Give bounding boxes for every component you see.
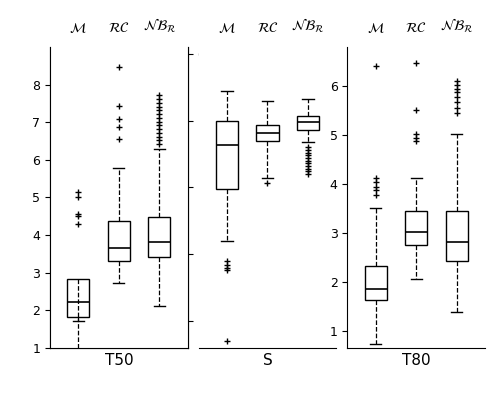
X-axis label: T80: T80 bbox=[402, 353, 430, 368]
PathPatch shape bbox=[364, 266, 387, 300]
PathPatch shape bbox=[297, 116, 319, 130]
Text: $\mathcal{RC}$: $\mathcal{RC}$ bbox=[405, 21, 427, 36]
Text: $\mathcal{NB}_{\mathcal{R}}$: $\mathcal{NB}_{\mathcal{R}}$ bbox=[292, 17, 324, 36]
PathPatch shape bbox=[67, 279, 90, 317]
Text: $\mathcal{M}$: $\mathcal{M}$ bbox=[70, 21, 87, 36]
X-axis label: T50: T50 bbox=[104, 353, 133, 368]
Text: $\mathcal{M}$: $\mathcal{M}$ bbox=[218, 21, 236, 36]
PathPatch shape bbox=[148, 217, 171, 257]
Text: $\mathcal{RC}$: $\mathcal{RC}$ bbox=[256, 21, 278, 36]
PathPatch shape bbox=[108, 221, 130, 261]
Text: $\mathcal{NB}_{\mathcal{R}}$: $\mathcal{NB}_{\mathcal{R}}$ bbox=[440, 17, 474, 36]
PathPatch shape bbox=[405, 211, 427, 245]
X-axis label: S: S bbox=[262, 353, 272, 368]
PathPatch shape bbox=[216, 121, 238, 189]
PathPatch shape bbox=[256, 125, 278, 141]
Text: $\mathcal{M}$: $\mathcal{M}$ bbox=[367, 21, 384, 36]
PathPatch shape bbox=[446, 211, 468, 261]
Text: $\mathcal{NB}_{\mathcal{R}}$: $\mathcal{NB}_{\mathcal{R}}$ bbox=[142, 17, 176, 36]
Text: $\mathcal{RC}$: $\mathcal{RC}$ bbox=[108, 21, 130, 36]
